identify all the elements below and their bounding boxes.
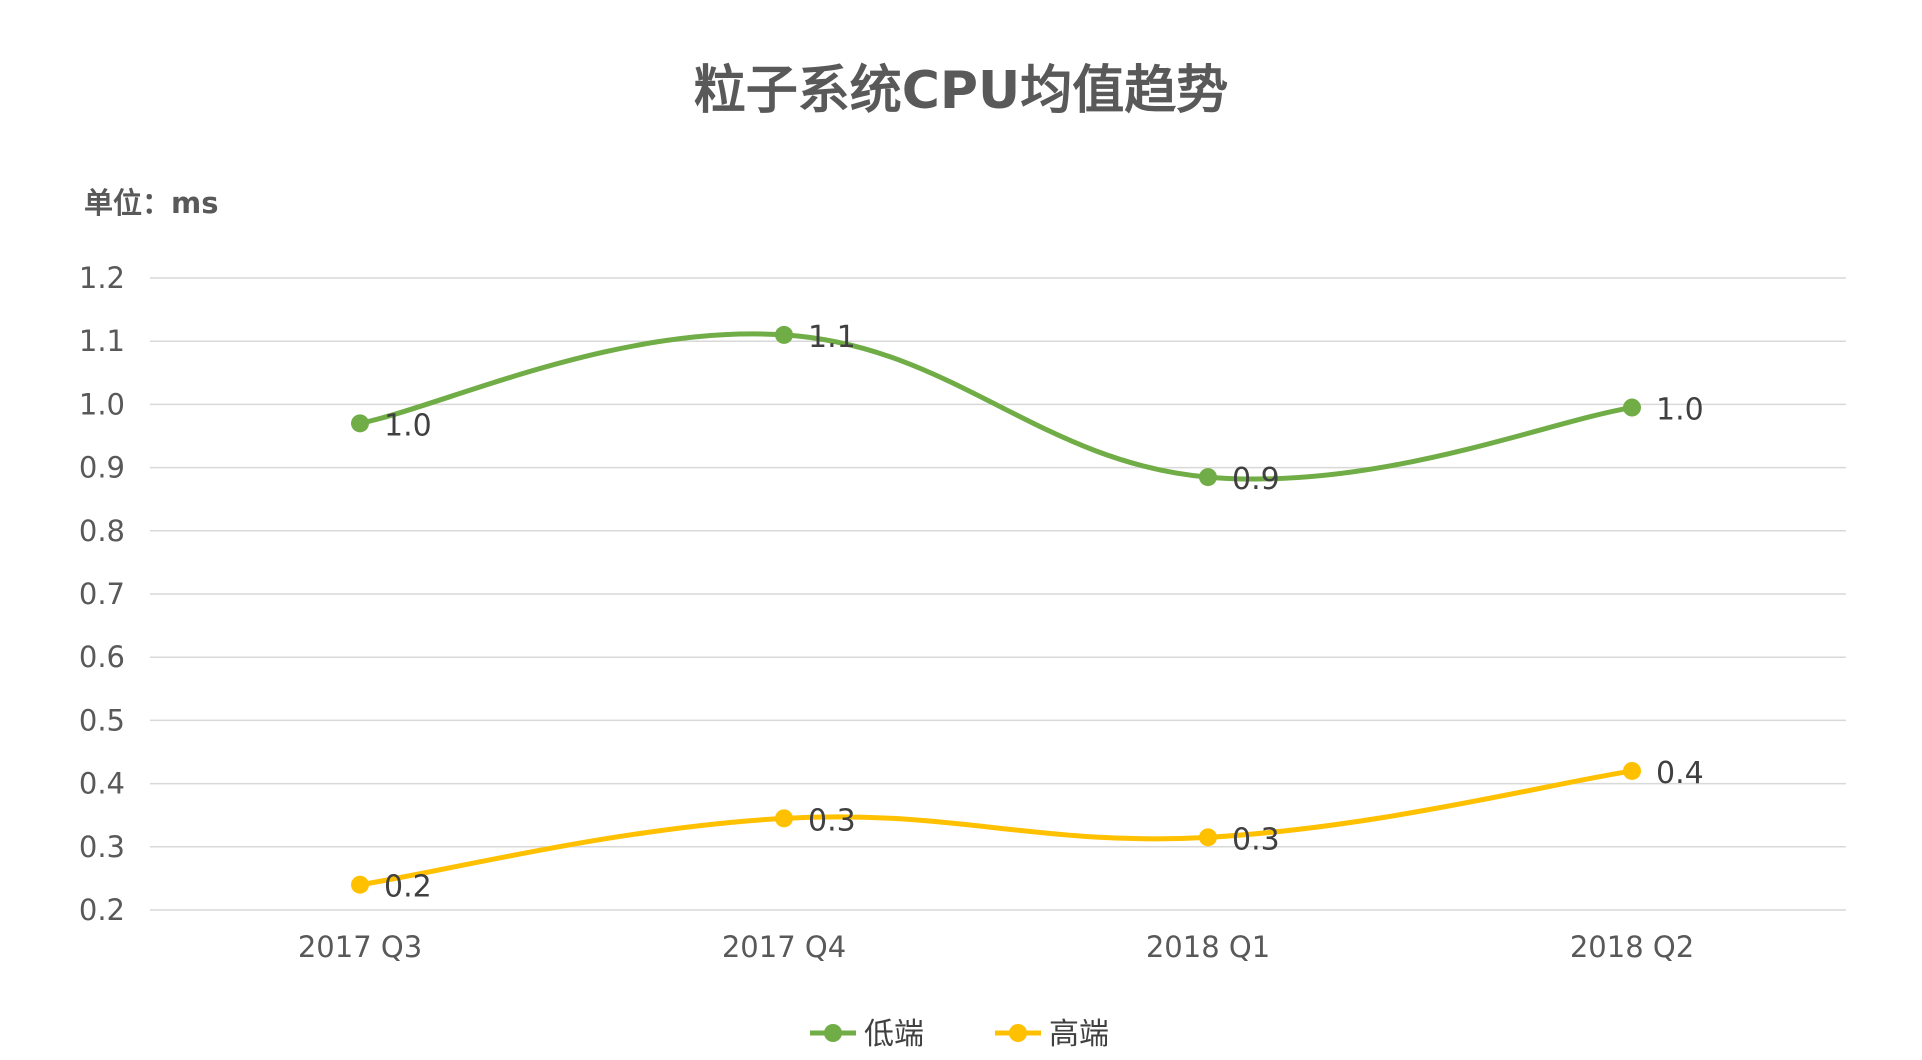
y-tick-label: 0.4 — [79, 767, 125, 801]
legend-item: 低端 — [810, 1017, 924, 1052]
legend-label: 低端 — [864, 1017, 924, 1052]
data-label: 0.4 — [1656, 756, 1704, 791]
unit-label: 单位：ms — [84, 186, 219, 220]
series-0: 1.0 1.1 0.9 1.0 — [351, 320, 1704, 497]
data-point — [351, 875, 369, 894]
y-tick-label: 0.5 — [79, 703, 125, 737]
y-axis-ticks: 0.2 0.3 0.4 0.5 0.6 0.7 0.8 0.9 1.0 1.1 1.2 — [79, 261, 125, 927]
series-line — [357, 331, 1635, 482]
data-label: 0.2 — [384, 870, 432, 905]
data-label: 1.0 — [384, 408, 432, 443]
y-tick-label: 0.9 — [79, 451, 125, 485]
data-point — [1199, 828, 1217, 847]
legend-item: 高端 — [995, 1017, 1109, 1052]
legend-swatch-marker — [1009, 1024, 1027, 1042]
y-tick-label: 0.7 — [79, 577, 125, 611]
series-group: 1.0 1.1 0.9 1.0 0.2 0.3 0.3 0.4 — [351, 320, 1704, 905]
data-point — [1623, 761, 1641, 780]
y-tick-label: 0.2 — [79, 893, 125, 927]
y-tick-label: 0.6 — [79, 640, 125, 674]
legend-label: 高端 — [1049, 1017, 1109, 1052]
legend: 低端 高端 — [810, 1017, 1109, 1052]
y-tick-label: 0.3 — [79, 830, 125, 864]
data-label: 1.1 — [808, 320, 856, 355]
y-tick-label: 1.2 — [79, 261, 125, 295]
x-tick-label: 2017 Q3 — [298, 930, 422, 964]
y-tick-label: 0.8 — [79, 514, 125, 548]
series-line — [357, 768, 1635, 888]
x-tick-label: 2018 Q2 — [1570, 930, 1694, 964]
y-tick-label: 1.0 — [79, 387, 125, 421]
data-point — [1623, 398, 1641, 417]
data-label: 1.0 — [1656, 393, 1704, 428]
y-tick-label: 1.1 — [79, 324, 125, 358]
data-point — [775, 809, 793, 828]
data-point — [351, 414, 369, 433]
chart-title: 粒子系统CPU均值趋势 — [693, 61, 1229, 121]
x-tick-label: 2017 Q4 — [722, 930, 846, 964]
x-axis-ticks: 2017 Q3 2017 Q4 2018 Q1 2018 Q2 — [298, 930, 1694, 964]
data-point — [775, 325, 793, 344]
series-1: 0.2 0.3 0.3 0.4 — [351, 756, 1704, 905]
data-label: 0.3 — [1232, 822, 1280, 857]
data-label: 0.9 — [1232, 462, 1280, 497]
grid-lines — [150, 277, 1846, 911]
x-tick-label: 2018 Q1 — [1146, 930, 1270, 964]
data-point — [1199, 468, 1217, 487]
legend-swatch-marker — [824, 1024, 842, 1042]
data-label: 0.3 — [808, 803, 856, 838]
